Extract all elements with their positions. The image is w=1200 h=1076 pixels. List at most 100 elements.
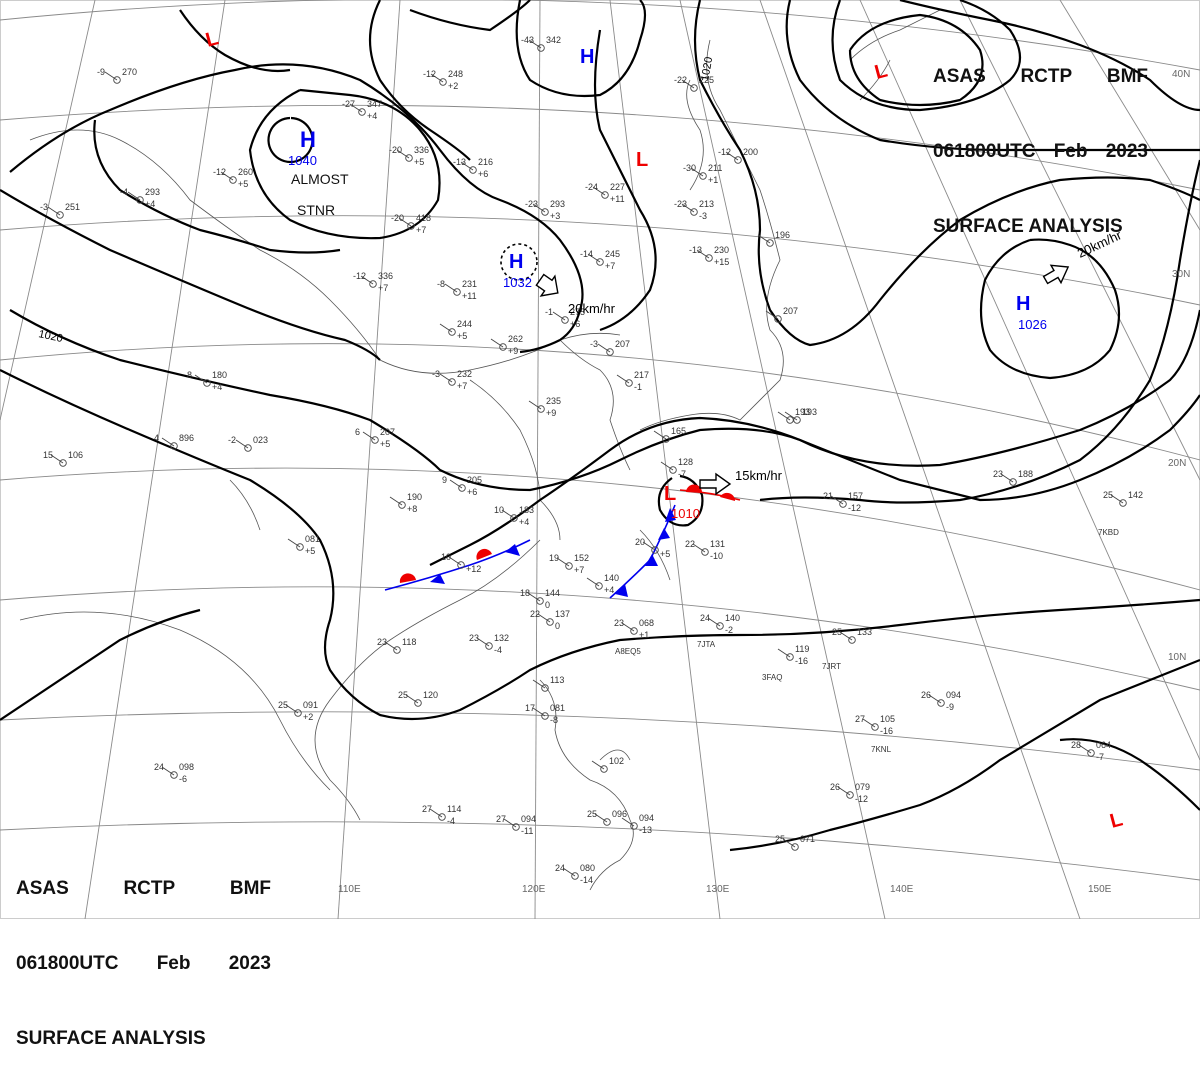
wind-barb-icon xyxy=(439,373,453,383)
wind-barb-icon xyxy=(384,641,398,651)
wind-barb-icon xyxy=(621,622,635,632)
station-pressure: 081 xyxy=(305,534,320,544)
wind-barb-icon xyxy=(439,323,453,333)
station-tendency: +1 xyxy=(708,175,718,185)
station-tendency: +7 xyxy=(574,565,584,575)
station-pressure: 235 xyxy=(546,396,561,406)
wind-barb-icon xyxy=(862,718,876,728)
parallel-lines xyxy=(0,0,1200,881)
high-center-letter: H xyxy=(580,46,594,68)
wind-barb-icon xyxy=(194,374,208,384)
station-pressure: 064 xyxy=(1096,740,1111,750)
station-tendency: +5 xyxy=(414,157,424,167)
station-circle-icon xyxy=(774,315,782,323)
station-tendency: +3 xyxy=(550,211,560,221)
station-pressure: 260 xyxy=(238,167,253,177)
station-pressure: 293 xyxy=(145,187,160,197)
station-temperature: 19 xyxy=(549,553,559,563)
station-circle-icon xyxy=(734,156,742,164)
low-center-letter: L xyxy=(872,60,889,84)
wind-barb-icon xyxy=(444,283,458,293)
dashed-high-isobar xyxy=(500,243,538,281)
station-temperature: 22 xyxy=(685,539,695,549)
station-circle-icon xyxy=(393,646,401,654)
station-tendency: -7 xyxy=(1096,752,1104,762)
wind-barb-icon xyxy=(690,167,704,177)
wind-barb-icon xyxy=(349,103,363,113)
wind-barb-icon xyxy=(1110,494,1124,504)
station-pressure: 106 xyxy=(68,450,83,460)
station-pressure: 251 xyxy=(65,202,80,212)
low-center-letter: L xyxy=(203,27,220,51)
station-pressure: 081 xyxy=(550,703,565,713)
station-pressure: 248 xyxy=(448,69,463,79)
station-pressure: 336 xyxy=(414,145,429,155)
wind-barb-icon xyxy=(1078,744,1092,754)
station-circle-icon xyxy=(701,548,709,556)
wind-barb-icon xyxy=(50,454,64,464)
station-pressure: 128 xyxy=(678,457,693,467)
wind-barb-icon xyxy=(398,217,412,227)
wind-barb-icon xyxy=(161,766,175,776)
latitude-label: 10N xyxy=(1168,652,1186,663)
station-temperature: 27 xyxy=(422,804,432,814)
station-tendency: +9 xyxy=(508,346,518,356)
station-circle-icon xyxy=(407,222,415,230)
station-pressure: 165 xyxy=(671,426,686,436)
station-circle-icon xyxy=(453,288,461,296)
wind-barb-icon xyxy=(707,617,721,627)
longitude-label: 140E xyxy=(890,884,914,895)
station-temperature: 24 xyxy=(700,613,710,623)
station-temperature: 27 xyxy=(496,814,506,824)
low-center-letter: L xyxy=(664,483,676,505)
station-circle-icon xyxy=(485,642,493,650)
station-circle-icon xyxy=(1009,478,1017,486)
wind-barb-icon xyxy=(537,613,551,623)
station-pressure: 347 xyxy=(367,99,382,109)
wind-barb-icon xyxy=(562,867,576,877)
station-circle-icon xyxy=(937,699,945,707)
isobar-label: 1020 xyxy=(37,328,63,345)
station-circle-icon xyxy=(510,514,518,522)
wind-barb-icon xyxy=(528,39,542,49)
wind-barb-icon xyxy=(235,439,249,449)
station-circle-icon xyxy=(229,176,237,184)
wind-barb-icon xyxy=(830,495,844,505)
station-pressure: 190 xyxy=(407,492,422,502)
station-circle-icon xyxy=(601,191,609,199)
station-circle-icon xyxy=(603,818,611,826)
header-month: Feb xyxy=(156,953,191,974)
station-temperature: -12 xyxy=(423,69,436,79)
station-tendency: -4 xyxy=(494,645,502,655)
ship-callsign: 7KBD xyxy=(1098,528,1119,537)
wind-barb-icon xyxy=(837,786,851,796)
wind-barb-icon xyxy=(681,79,695,89)
wind-barb-icon xyxy=(503,818,517,828)
station-temperature: -1 xyxy=(545,307,553,317)
header-agency: ASAS xyxy=(16,878,69,899)
station-tendency: -1 xyxy=(634,382,642,392)
station-circle-icon xyxy=(651,546,659,554)
station-temperature: 24 xyxy=(154,762,164,772)
station-pressure: 131 xyxy=(710,539,725,549)
station-circle-icon xyxy=(662,435,670,443)
wind-barb-icon xyxy=(429,808,443,818)
meridian-lines xyxy=(0,0,1200,919)
low-centers: L L L L 1010 15km/hr L xyxy=(203,27,1125,833)
station-temperature: -2 xyxy=(228,435,236,445)
station-temperature: 25 xyxy=(587,809,597,819)
longitude-labels: 110E 120E 130E 140E 150E xyxy=(338,884,1112,895)
latitude-labels: 40N 30N 20N 10N xyxy=(1168,69,1190,663)
high-center-value: 1040 xyxy=(288,153,317,168)
station-circle-icon xyxy=(59,459,67,467)
station-temperature: 15 xyxy=(43,450,53,460)
station-tendency: -10 xyxy=(710,551,723,561)
station-tendency: -11 xyxy=(521,826,533,836)
station-temperature: 23 xyxy=(614,618,624,628)
station-pressure: 262 xyxy=(508,334,523,344)
station-circle-icon xyxy=(546,618,554,626)
high-center-value: 1032 xyxy=(503,275,532,290)
station-tendency: -3 xyxy=(699,211,707,221)
station-pressure: 336 xyxy=(378,271,393,281)
station-pressure: 079 xyxy=(855,782,870,792)
